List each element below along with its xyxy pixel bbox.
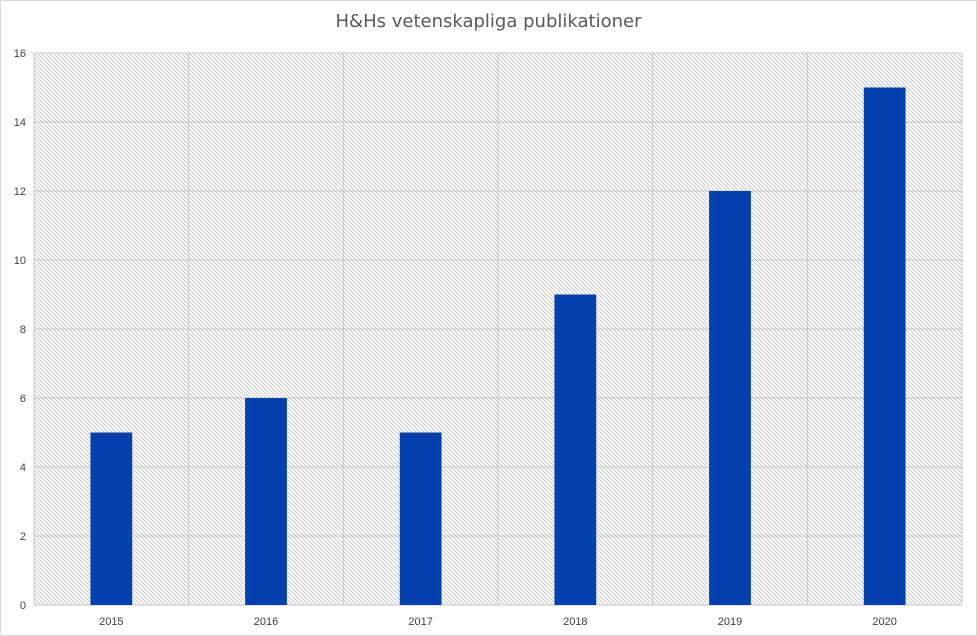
bars <box>90 87 906 605</box>
y-tick-label: 2 <box>20 531 26 543</box>
y-tick-label: 0 <box>20 600 26 612</box>
y-tick-label: 8 <box>20 324 26 336</box>
bar-2015 <box>90 432 133 605</box>
x-axis-ticks: 2015 2016 2017 2018 2019 2020 <box>99 616 897 628</box>
grid-lines <box>33 52 963 606</box>
bar-2018 <box>554 294 597 605</box>
bar-2016 <box>245 398 287 605</box>
x-tick-label: 2019 <box>718 616 742 628</box>
x-tick-label: 2020 <box>872 616 896 628</box>
y-tick-label: 16 <box>14 48 26 60</box>
x-tick-label: 2018 <box>563 616 587 628</box>
bar-2017 <box>399 432 442 605</box>
x-tick-label: 2017 <box>408 616 432 628</box>
bar-2020 <box>863 87 906 605</box>
y-tick-label: 6 <box>20 393 26 405</box>
y-tick-label: 14 <box>14 117 26 129</box>
y-tick-label: 10 <box>14 255 26 267</box>
y-tick-label: 4 <box>20 462 26 474</box>
x-tick-label: 2016 <box>254 616 278 628</box>
x-tick-label: 2015 <box>99 616 123 628</box>
bar-2019 <box>709 191 751 605</box>
chart-title: H&Hs vetenskapliga publikationer <box>335 11 642 32</box>
y-axis-ticks: 0 2 4 6 8 10 12 14 16 <box>14 48 26 612</box>
y-tick-label: 12 <box>14 186 26 198</box>
